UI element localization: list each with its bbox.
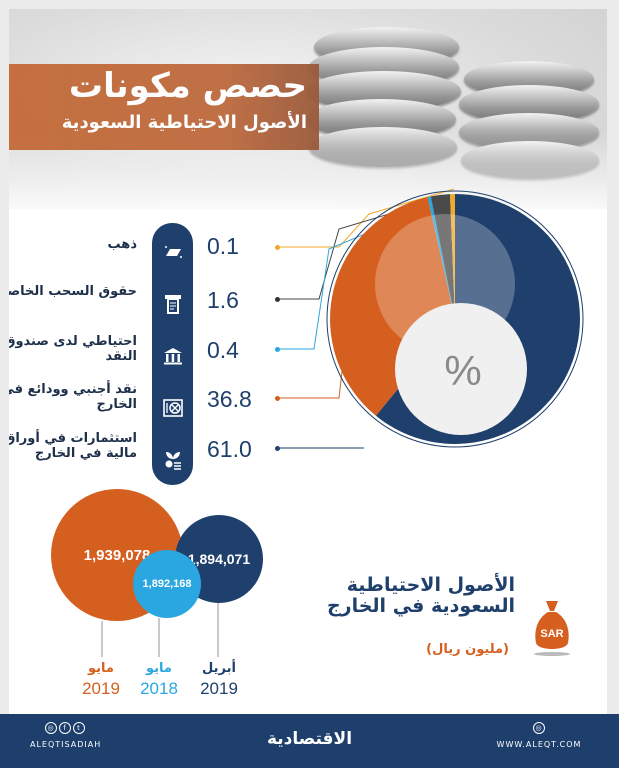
totals-title: الأصول الاحتياطية السعودية في الخارج bbox=[326, 574, 515, 617]
composition-label-securities: استثمارات في أوراق مالية في الخارج bbox=[9, 431, 137, 461]
leader-dot-gold bbox=[275, 245, 280, 250]
donut-slice-imf bbox=[427, 196, 455, 319]
facebook-icon[interactable]: f bbox=[59, 722, 71, 734]
plant-coins-icon bbox=[152, 445, 193, 475]
icon-column bbox=[152, 223, 193, 485]
publisher-logo: الاقتصادية bbox=[266, 729, 353, 749]
composition-value-foreign-cash: 36.8 bbox=[207, 386, 252, 412]
composition-value-securities: 61.0 bbox=[207, 436, 252, 462]
gold-bar-icon bbox=[152, 237, 193, 267]
title-banner: حصص مكونات الأصول الاحتياطية السعودية bbox=[9, 64, 319, 150]
center-percent-symbol: % bbox=[444, 347, 481, 394]
composition-label-sdr: حقوق السحب الخاصة bbox=[9, 284, 137, 299]
money-bag-icon: SAR bbox=[532, 599, 572, 656]
donut-slice-sdr bbox=[430, 194, 455, 319]
website-link[interactable]: ◎ WWW.ALEQT.COM bbox=[496, 722, 582, 749]
leader-dot-securities bbox=[275, 446, 280, 451]
safe-vault-icon bbox=[152, 393, 193, 423]
composition-label-gold: ذهب bbox=[107, 237, 137, 252]
leader-dot-imf bbox=[275, 347, 280, 352]
donut-slice-foreign-cash bbox=[330, 197, 455, 416]
atm-receipt-icon bbox=[152, 289, 193, 319]
leader-dot-sdr bbox=[275, 297, 280, 302]
composition-label-imf: احتياطي لدى صندوق النقد bbox=[9, 334, 137, 364]
bubble-may-2018: 1,892,168 bbox=[133, 550, 201, 618]
footer-bar: ◎ f t ALEQTISADIAH الاقتصادية ◎ WWW.ALEQT.… bbox=[0, 714, 619, 768]
social-handle: ALEQTISADIAH bbox=[30, 740, 102, 749]
page-title: حصص مكونات bbox=[68, 66, 307, 106]
svg-text:SAR: SAR bbox=[540, 628, 563, 640]
donut-slice-gold bbox=[450, 194, 455, 319]
social-links: ◎ f t ALEQTISADIAH bbox=[30, 722, 100, 749]
bank-building-icon bbox=[152, 341, 193, 371]
composition-value-gold: 0.1 bbox=[207, 233, 239, 259]
composition-value-sdr: 1.6 bbox=[207, 287, 239, 313]
instagram-icon[interactable]: ◎ bbox=[45, 722, 57, 734]
leader-dot-foreign-cash bbox=[275, 396, 280, 401]
composition-donut-chart: % bbox=[325, 189, 585, 449]
composition-label-foreign-cash: نقد أجنبي وودائع في الخارج bbox=[9, 382, 137, 412]
page-subtitle: الأصول الاحتياطية السعودية bbox=[61, 112, 307, 133]
twitter-icon[interactable]: t bbox=[73, 722, 85, 734]
infographic-frame: حصص مكونات الأصول الاحتياطية السعودية ذه… bbox=[9, 9, 607, 714]
composition-value-imf: 0.4 bbox=[207, 337, 239, 363]
totals-unit: (مليون ريال) bbox=[426, 642, 509, 657]
globe-icon: ◎ bbox=[533, 722, 545, 734]
